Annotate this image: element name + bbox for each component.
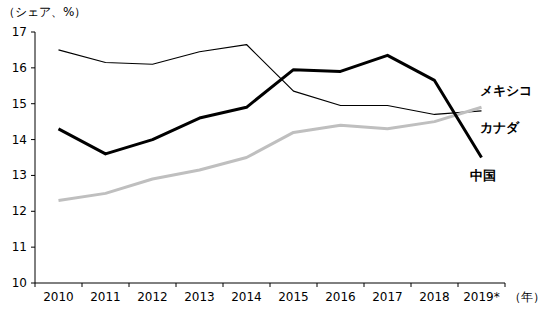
y-tick (31, 211, 35, 212)
y-tick (31, 175, 35, 176)
x-tick (364, 283, 365, 287)
y-tick-label: 14 (12, 133, 27, 147)
series-label: 中国 (470, 168, 496, 183)
x-tick-label: 2017 (372, 290, 403, 304)
x-tick (458, 283, 459, 287)
series-line (59, 55, 482, 157)
y-tick-label: 16 (12, 61, 27, 75)
y-tick (31, 139, 35, 140)
y-axis-label: （シェア、%） (3, 5, 86, 19)
x-tick (317, 283, 318, 287)
x-axis-label: （年） (509, 290, 545, 304)
y-tick (31, 283, 35, 284)
x-tick (223, 283, 224, 287)
y-axis (35, 32, 36, 283)
x-tick (129, 283, 130, 287)
x-tick-label: 2018 (419, 290, 450, 304)
x-tick (270, 283, 271, 287)
y-tick (31, 32, 35, 33)
series-label: カナダ (480, 120, 520, 135)
x-tick (176, 283, 177, 287)
y-tick-label: 10 (12, 276, 27, 290)
x-tick (82, 283, 83, 287)
y-tick-label: 17 (12, 25, 27, 39)
y-tick-label: 11 (12, 240, 27, 254)
x-tick-label: 2014 (231, 290, 262, 304)
x-tick (35, 283, 36, 287)
y-tick-label: 13 (12, 168, 27, 182)
series-line (59, 107, 482, 200)
x-tick (505, 283, 506, 287)
x-tick-label: 2013 (184, 290, 215, 304)
series-line (59, 45, 482, 115)
plot-area (59, 45, 482, 201)
x-tick-label: 2012 (137, 290, 168, 304)
series-label: メキシコ (480, 83, 532, 98)
y-tick (31, 67, 35, 68)
x-tick-label: 2019* (463, 290, 500, 304)
y-tick-label: 12 (12, 204, 27, 218)
x-tick (411, 283, 412, 287)
y-tick (31, 103, 35, 104)
x-tick-label: 2010 (43, 290, 74, 304)
chart: 10 11 12 13 14 15 16 17 2010 2011 2012 2013 2014 2015… (0, 0, 548, 312)
x-tick-label: 2016 (325, 290, 356, 304)
y-tick-label: 15 (12, 97, 27, 111)
x-tick-label: 2015 (278, 290, 309, 304)
y-tick (31, 247, 35, 248)
x-tick-label: 2011 (90, 290, 121, 304)
